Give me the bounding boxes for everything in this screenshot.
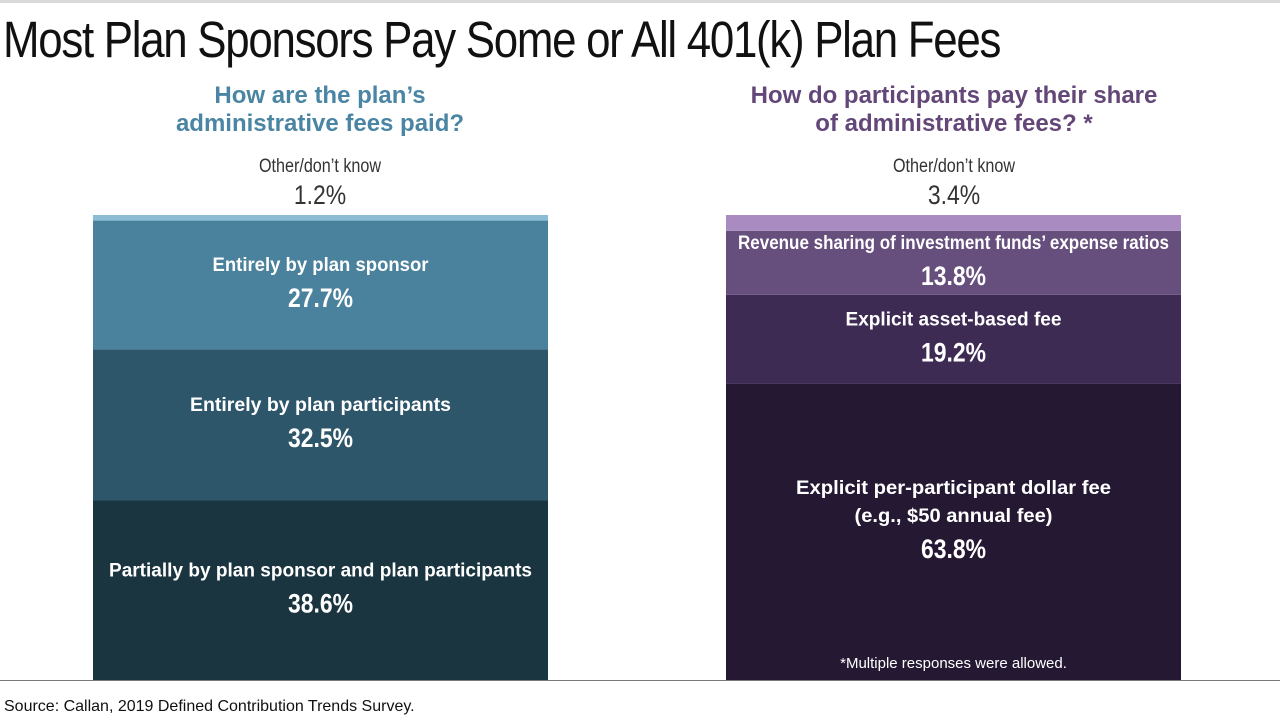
right-other-label-text: Other/don’t know [892, 156, 1016, 177]
top-rule [0, 0, 1280, 3]
right-bar-segment-2 [726, 230, 1181, 295]
right-chart-title-line-1: How do participants pay their share [750, 82, 1158, 109]
left-segment-1-value: 32.5% [288, 423, 353, 453]
right-bar-segment-0 [726, 383, 1181, 680]
left-other-label-value: 1.2% [293, 180, 347, 210]
right-bar-segment-3 [726, 215, 1181, 231]
right-segment-2-value: 13.8% [921, 261, 986, 291]
right-other-label: Other/don’t know 3.4% [804, 155, 1104, 211]
left-other-label: Other/don’t know 1.2% [170, 155, 470, 211]
left-segment-2-label-0: Entirely by plan sponsor [213, 255, 430, 276]
left-chart-title: How are the plan’s administrative fees p… [120, 82, 520, 138]
right-chart-title: How do participants pay their share of a… [700, 82, 1208, 138]
left-bar-segment-1 [93, 349, 548, 501]
left-segment-1-label-0: Entirely by plan participants [190, 395, 451, 416]
bottom-rule [0, 680, 1280, 681]
source-note: Source: Callan, 2019 Defined Contributio… [4, 698, 415, 715]
right-segment-2-label-0: Revenue sharing of investment funds’ exp… [738, 233, 1169, 254]
right-footnote: *Multiple responses were allowed. [840, 655, 1067, 672]
left-bar-segment-2 [93, 220, 548, 350]
left-segment-2-value: 27.7% [288, 283, 353, 313]
right-segment-1-value: 19.2% [921, 337, 986, 367]
left-segment-0-value: 38.6% [288, 588, 353, 618]
right-segment-1-label-0: Explicit asset-based fee [846, 309, 1062, 330]
page-title: Most Plan Sponsors Pay Some or All 401(k… [3, 11, 1001, 68]
left-chart-title-line-2: administrative fees paid? [175, 110, 465, 137]
left-chart-title-line-1: How are the plan’s [214, 82, 426, 109]
right-chart-title-line-2: of administrative fees? * [815, 110, 1093, 137]
right-bar-segment-1 [726, 294, 1181, 384]
left-bar-segment-3 [93, 215, 548, 221]
left-bar-segment-0 [93, 500, 548, 680]
left-other-label-text: Other/don’t know [258, 156, 382, 177]
right-segment-0-value: 63.8% [921, 534, 986, 564]
right-segment-0-label-0: Explicit per-participant dollar fee [796, 478, 1111, 499]
right-segment-0-label-1: (e.g., $50 annual fee) [855, 506, 1053, 527]
right-other-label-value: 3.4% [927, 180, 981, 210]
left-segment-0-label-0: Partially by plan sponsor and plan parti… [109, 560, 532, 581]
